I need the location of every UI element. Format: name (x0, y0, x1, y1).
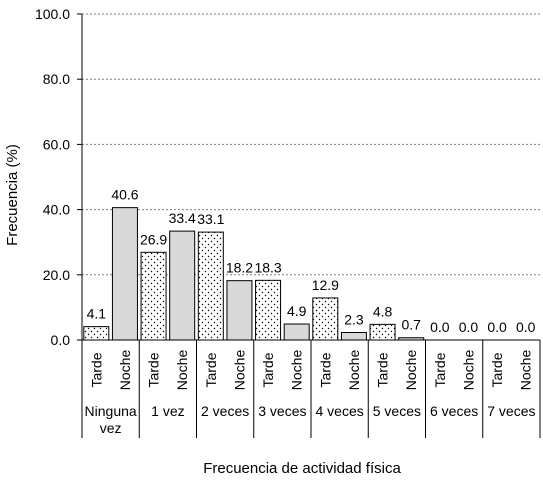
bar-tarde (140, 251, 167, 341)
series-tick-label: Noche (346, 350, 362, 391)
data-label: 2.3 (344, 312, 364, 328)
series-tick-label: Noche (518, 350, 534, 391)
data-label: 18.2 (226, 260, 253, 276)
data-label: 0.0 (487, 319, 507, 335)
y-tick-label: 100.0 (35, 6, 70, 22)
series-tick-label: Tarde (260, 352, 276, 387)
bar-noche (283, 323, 310, 341)
category-label: 3 veces (258, 403, 306, 419)
y-tick-label: 80.0 (43, 71, 70, 87)
bar-noche (226, 280, 253, 341)
series-tick-label: Tarde (317, 352, 333, 387)
data-label: 40.6 (111, 187, 138, 203)
data-label: 0.7 (401, 317, 421, 333)
data-label: 0.0 (459, 319, 479, 335)
series-tick-label: Noche (460, 350, 476, 391)
data-label: 33.1 (197, 211, 224, 227)
data-label: 4.9 (287, 303, 307, 319)
series-tick-label: Tarde (203, 352, 219, 387)
series-tick-label: Noche (403, 350, 419, 391)
data-label: 4.8 (373, 303, 393, 319)
data-label: 0.0 (516, 319, 536, 335)
bar-noche (340, 332, 367, 341)
bar-tarde (369, 323, 396, 341)
bar-tarde (197, 231, 224, 341)
series-tick-label: Noche (289, 350, 305, 391)
data-label: 33.4 (169, 210, 196, 226)
series-tick-label: Noche (231, 350, 247, 391)
series-tick-label: Tarde (432, 352, 448, 387)
category-label: 4 veces (316, 403, 364, 419)
y-tick-label: 60.0 (43, 136, 70, 152)
series-tick-label: Noche (174, 350, 190, 391)
bar-tarde (83, 326, 110, 341)
series-tick-label: Tarde (489, 352, 505, 387)
y-axis: 0.0 20.0 40.0 60.0 80.0 100.0 (35, 6, 83, 348)
category-label: vez (100, 420, 122, 436)
category-label: 1 vez (151, 403, 184, 419)
bar-noche (111, 207, 138, 341)
category-label: 6 veces (430, 403, 478, 419)
y-axis-title: Frecuencia (%) (4, 144, 21, 246)
category-label: Ninguna (85, 403, 137, 419)
x-axis-title: Frecuencia de actividad física (203, 460, 401, 477)
y-tick-label: 40.0 (43, 202, 70, 218)
bar-noche (169, 230, 196, 341)
data-label: 26.9 (140, 231, 167, 247)
category-label: 2 veces (201, 403, 249, 419)
data-label: 12.9 (312, 277, 339, 293)
y-tick-label: 0.0 (51, 332, 71, 348)
gridlines (82, 13, 540, 276)
category-label: 5 veces (373, 403, 421, 419)
bars: 4.1 26.9 33.1 18.3 12.9 4.8 0.0 0.0 40.6 33.4 18.2… (83, 187, 536, 341)
series-tick-label: Tarde (146, 352, 162, 387)
category-label: 7 veces (487, 403, 535, 419)
data-label: 18.3 (254, 259, 281, 275)
data-label: 0.0 (430, 319, 450, 335)
series-tick-label: Tarde (375, 352, 391, 387)
bar-tarde (255, 279, 282, 341)
y-tick-label: 20.0 (43, 267, 70, 283)
series-tick-label: Tarde (88, 352, 104, 387)
bar-tarde (312, 297, 339, 341)
data-label: 4.1 (87, 306, 107, 322)
series-tick-label: Noche (117, 350, 133, 391)
